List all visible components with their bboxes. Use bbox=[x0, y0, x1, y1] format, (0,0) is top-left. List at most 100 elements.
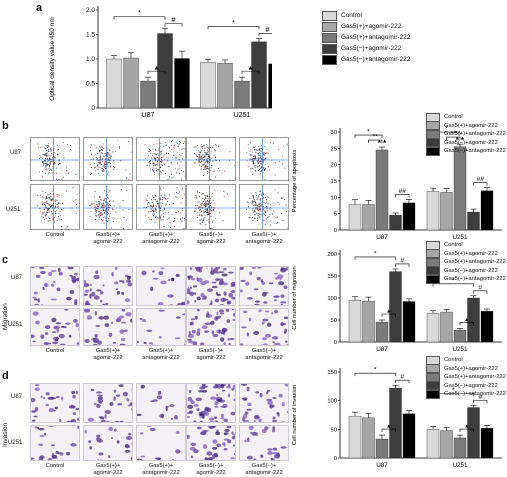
bar-d-U87-1 bbox=[362, 417, 375, 459]
legend-label: Control bbox=[444, 357, 463, 364]
column-caption: Gas5(+)+ antagomir-222 bbox=[142, 463, 180, 476]
legend-label: Gas5(+)+agomir-222 bbox=[444, 250, 498, 257]
transwell-image bbox=[136, 425, 186, 461]
bracket-d-0-0 bbox=[354, 372, 396, 377]
row-label-d-u87: U87 bbox=[11, 394, 23, 400]
legend-item: Gas5(+)+antagomir-222 bbox=[426, 372, 506, 382]
legend-label: Control bbox=[341, 12, 362, 19]
bar-d-U251-3 bbox=[467, 407, 480, 459]
column-caption: Control bbox=[45, 348, 65, 354]
sig-d-0-2: ▲ bbox=[386, 424, 391, 430]
ylabel-b: Percentage of apoptosis bbox=[292, 150, 298, 213]
transwell-image bbox=[239, 383, 289, 423]
bracket-a-0-2 bbox=[147, 70, 166, 75]
transwell-image bbox=[186, 383, 236, 423]
xtick-label-a-1: U251 bbox=[234, 112, 251, 118]
transwell-image bbox=[30, 383, 80, 423]
row-label-b-u251: U251 bbox=[6, 207, 21, 213]
sig-c-1-0: * bbox=[452, 277, 455, 284]
transwell-image bbox=[136, 266, 186, 306]
sig-b-0-2: ▲▲ bbox=[377, 139, 388, 145]
row-label-d-u251: U251 bbox=[8, 440, 23, 446]
bar-a-U251-1 bbox=[217, 63, 233, 109]
legend-label: Gas5(−)+agomir-222 bbox=[341, 45, 402, 52]
flow-cytometry-plot bbox=[83, 184, 133, 230]
bar-c-U251-4 bbox=[480, 310, 494, 343]
transwell-image bbox=[239, 308, 289, 346]
sig-a-0-1: # bbox=[171, 15, 176, 24]
legend-swatch bbox=[322, 54, 337, 65]
ylabel-a: Optical density value 450 nm bbox=[49, 17, 56, 100]
transwell-image bbox=[83, 308, 133, 346]
ytick-label-b-5: 25 bbox=[331, 146, 337, 152]
chart-b: Percentage of apoptosis051015202530U87**… bbox=[292, 126, 502, 241]
bar-d-U87-2 bbox=[375, 438, 389, 459]
legend-label: Gas5(−)+antagomir-222 bbox=[444, 276, 506, 283]
bar-c-U87-0 bbox=[348, 300, 362, 343]
legend-item: Gas5(+)+agomir-222 bbox=[426, 121, 506, 131]
sig-d-1-2: ▲ bbox=[464, 424, 469, 430]
bracket-b-0-0 bbox=[354, 134, 383, 139]
legend-label: Gas5(−)+antagomir-222 bbox=[444, 391, 506, 398]
ytick-label-b-3: 15 bbox=[331, 179, 337, 185]
bar-a-U251-2 bbox=[234, 80, 250, 109]
bracket-c-0-2 bbox=[381, 313, 396, 317]
legend-item: Gas5(+)+antagomir-222 bbox=[322, 32, 410, 43]
column-caption: Gas5(+)+ agomir-222 bbox=[93, 348, 123, 361]
column-caption: Control bbox=[45, 232, 65, 238]
legend-swatch bbox=[426, 274, 440, 284]
ylabel-c: Cell number of migration bbox=[292, 266, 298, 329]
bracket-b-1-1 bbox=[446, 136, 461, 141]
bar-c-U251-2 bbox=[453, 329, 467, 343]
legend-item: Gas5(−)+agomir-222 bbox=[322, 43, 410, 54]
legend-item: Gas5(+)+agomir-222 bbox=[322, 21, 410, 32]
sig-c-0-2: ▲ bbox=[386, 309, 391, 315]
bracket-a-0-1 bbox=[164, 23, 183, 27]
legend-item: Gas5(−)+agomir-222 bbox=[426, 381, 506, 391]
ytick-label-b-0: 0 bbox=[334, 228, 337, 234]
legend-item: Gas5(−)+antagomir-222 bbox=[426, 389, 506, 399]
legend-label: Gas5(−)+agomir-222 bbox=[444, 382, 498, 389]
legend-item: Gas5(+)+antagomir-222 bbox=[426, 257, 506, 267]
transwell-image bbox=[30, 266, 80, 306]
flow-cytometry-plot bbox=[83, 137, 133, 181]
flow-cytometry-plot bbox=[30, 137, 80, 181]
row-label-b-u87: U87 bbox=[10, 150, 22, 156]
legend-label: Control bbox=[444, 242, 463, 249]
sig-d-0-0: * bbox=[374, 367, 377, 374]
ytick-label-d-0: 0 bbox=[334, 456, 337, 462]
bar-a-U87-3 bbox=[157, 33, 173, 109]
ytick-label-c-4: 200 bbox=[327, 252, 337, 258]
ytick-label-c-1: 50 bbox=[331, 318, 337, 324]
bracket-c-1-0 bbox=[432, 283, 474, 287]
xtick-label-c-1: U251 bbox=[452, 346, 468, 353]
bar-d-U251-4 bbox=[480, 427, 494, 459]
sig-b-0-1: ** bbox=[373, 134, 379, 141]
panel-label-d: d bbox=[2, 370, 9, 382]
bar-c-U87-3 bbox=[389, 271, 402, 343]
column-caption: Gas5(+)+ agomir-222 bbox=[93, 463, 123, 476]
legend-label: Gas5(+)+agomir-222 bbox=[341, 23, 402, 30]
bracket-d-1-1 bbox=[473, 399, 488, 404]
sig-a-1-0: * bbox=[232, 18, 235, 27]
xtick-label-a-0: U87 bbox=[142, 112, 155, 118]
bracket-c-1-2 bbox=[459, 322, 474, 326]
transwell-image bbox=[83, 425, 133, 461]
flow-cytometry-plot bbox=[239, 184, 289, 230]
bar-d-U87-0 bbox=[348, 415, 362, 459]
column-caption: Gas5(−)+ antagomir-222 bbox=[245, 348, 283, 361]
sig-b-0-0: * bbox=[367, 129, 370, 136]
row-label-c-u87: U87 bbox=[11, 275, 23, 281]
legend-d: Control Gas5(+)+agomir-222 Gas5(+)+antagom… bbox=[426, 355, 506, 399]
transwell-image bbox=[186, 425, 236, 461]
flow-cytometry-plot bbox=[186, 137, 236, 181]
legend-item: Gas5(+)+antagomir-222 bbox=[426, 129, 506, 139]
bar-b-U251-1 bbox=[440, 192, 453, 231]
sig-a-1-2: ▲ bbox=[248, 66, 254, 72]
legend-item: Gas5(−)+agomir-222 bbox=[426, 266, 506, 276]
chart-a: Optical density value 450 nm 0 0.5 1.0 1.5 2.… bbox=[49, 6, 272, 118]
legend-c: Control Gas5(+)+agomir-222 Gas5(+)+antagom… bbox=[426, 240, 506, 284]
sig-b-0-3: ## bbox=[398, 188, 406, 195]
column-caption: Gas5(−)+ agomir-222 bbox=[196, 348, 226, 361]
ytick-label-a-3: 1.5 bbox=[86, 32, 95, 39]
